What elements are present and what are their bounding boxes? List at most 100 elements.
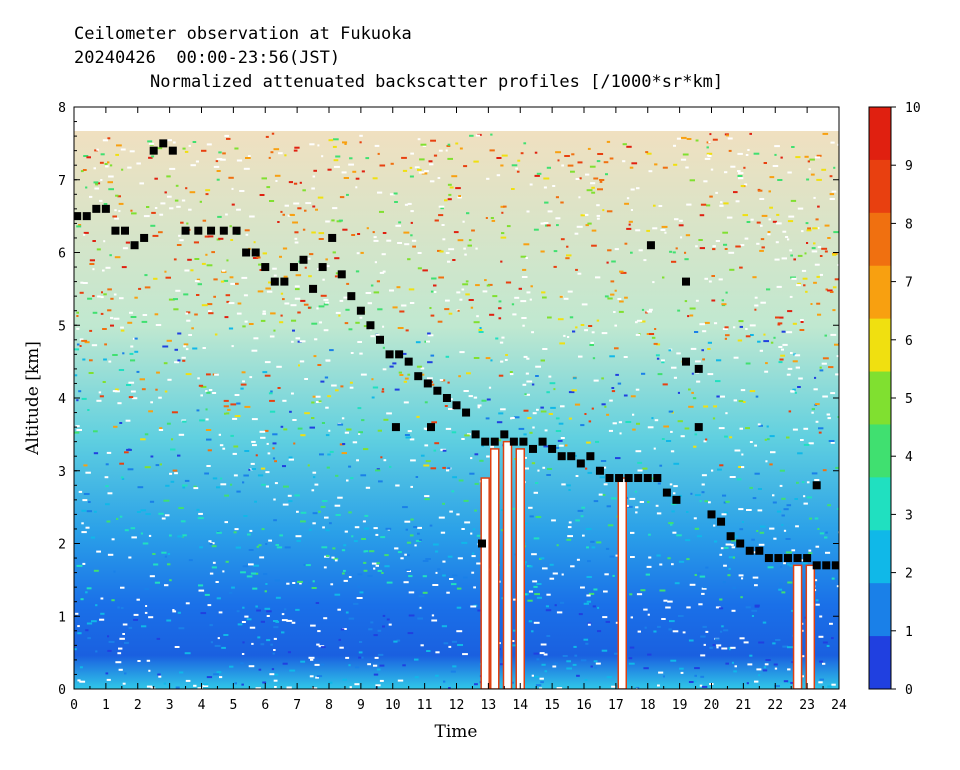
colorbar-segment xyxy=(869,318,891,373)
speckle-cell xyxy=(273,498,276,501)
speckle-cell xyxy=(500,408,506,411)
cloud-base-point xyxy=(481,437,490,446)
speckle-cell xyxy=(240,662,244,665)
speckle-cell xyxy=(816,227,820,230)
speckle-cell xyxy=(111,599,115,602)
speckle-cell xyxy=(456,587,462,590)
speckle-cell xyxy=(235,282,239,285)
speckle-cell xyxy=(199,419,205,422)
speckle-cell xyxy=(300,660,306,663)
speckle-cell xyxy=(701,483,705,486)
speckle-cell xyxy=(380,536,386,539)
speckle-cell xyxy=(738,320,744,323)
speckle-cell xyxy=(473,528,476,531)
cloud-base-point xyxy=(181,226,190,235)
speckle-cell xyxy=(95,183,98,186)
speckle-cell xyxy=(576,558,580,561)
speckle-cell xyxy=(773,537,777,540)
speckle-cell xyxy=(809,517,813,520)
speckle-cell xyxy=(341,171,347,174)
speckle-cell xyxy=(583,638,589,641)
speckle-cell xyxy=(414,658,419,661)
speckle-cell xyxy=(535,365,541,368)
speckle-cell xyxy=(757,509,763,512)
x-tick-label: 20 xyxy=(704,698,720,713)
speckle-cell xyxy=(543,445,550,448)
speckle-cell xyxy=(587,147,591,150)
speckle-cell xyxy=(330,583,334,586)
speckle-cell xyxy=(585,467,588,470)
speckle-cell xyxy=(236,312,242,315)
speckle-cell xyxy=(177,535,183,538)
speckle-cell xyxy=(349,686,352,689)
speckle-cell xyxy=(599,476,605,479)
speckle-cell xyxy=(495,337,499,340)
speckle-cell xyxy=(151,211,156,214)
speckle-cell xyxy=(343,177,349,179)
speckle-cell xyxy=(173,308,179,311)
speckle-cell xyxy=(661,618,666,620)
speckle-cell xyxy=(573,377,577,380)
speckle-cell xyxy=(134,337,138,340)
speckle-cell xyxy=(206,465,211,467)
speckle-cell xyxy=(637,630,641,633)
speckle-cell xyxy=(489,149,495,152)
speckle-cell xyxy=(379,164,386,167)
speckle-cell xyxy=(745,606,751,609)
speckle-cell xyxy=(186,222,189,225)
speckle-cell xyxy=(186,311,191,314)
speckle-cell xyxy=(609,355,615,358)
speckle-cell xyxy=(318,400,322,403)
speckle-cell xyxy=(197,377,200,380)
speckle-cell xyxy=(355,186,358,189)
speckle-cell xyxy=(99,161,104,164)
speckle-cell xyxy=(92,268,95,271)
speckle-cell xyxy=(186,319,191,322)
speckle-cell xyxy=(234,147,239,150)
speckle-cell xyxy=(183,293,189,296)
speckle-cell xyxy=(485,217,488,219)
speckle-cell xyxy=(302,228,306,231)
speckle-cell xyxy=(209,572,214,575)
speckle-cell xyxy=(751,609,757,612)
speckle-cell xyxy=(754,605,760,608)
speckle-cell xyxy=(552,665,557,668)
speckle-cell xyxy=(617,298,622,300)
speckle-cell xyxy=(455,187,461,190)
speckle-cell xyxy=(647,426,654,429)
speckle-cell xyxy=(568,521,572,524)
speckle-cell xyxy=(355,177,360,180)
speckle-cell xyxy=(798,377,803,380)
speckle-cell xyxy=(731,661,734,664)
speckle-cell xyxy=(299,340,306,343)
speckle-cell xyxy=(209,542,213,545)
speckle-cell xyxy=(228,327,234,330)
speckle-cell xyxy=(572,330,576,333)
cloud-base-point xyxy=(509,437,518,446)
speckle-cell xyxy=(578,613,583,616)
speckle-cell xyxy=(299,582,302,585)
speckle-cell xyxy=(663,425,669,428)
speckle-cell xyxy=(218,433,221,436)
speckle-cell xyxy=(145,605,148,607)
speckle-cell xyxy=(720,201,723,204)
cloud-base-point xyxy=(548,444,557,453)
speckle-cell xyxy=(448,193,452,196)
speckle-cell xyxy=(587,471,593,474)
speckle-cell xyxy=(114,209,117,212)
speckle-cell xyxy=(570,565,575,568)
speckle-cell xyxy=(545,609,552,612)
speckle-cell xyxy=(426,650,431,652)
speckle-cell xyxy=(708,280,712,283)
speckle-cell xyxy=(780,565,783,568)
speckle-cell xyxy=(808,168,811,171)
speckle-cell xyxy=(300,434,306,437)
speckle-cell xyxy=(739,528,744,531)
speckle-cell xyxy=(115,194,119,197)
speckle-cell xyxy=(294,241,299,244)
speckle-cell xyxy=(427,361,433,364)
speckle-cell xyxy=(242,325,246,328)
cloud-base-point xyxy=(576,459,585,468)
speckle-cell xyxy=(669,250,673,253)
speckle-cell xyxy=(256,609,261,612)
